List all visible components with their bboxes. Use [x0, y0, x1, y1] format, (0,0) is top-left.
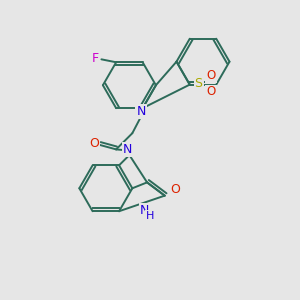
Text: N: N	[140, 204, 149, 217]
Text: O: O	[206, 69, 216, 82]
Text: N: N	[123, 142, 133, 156]
Text: S: S	[195, 76, 203, 90]
Text: O: O	[89, 137, 99, 150]
Text: F: F	[92, 52, 98, 65]
Text: O: O	[170, 183, 180, 196]
Text: N: N	[136, 105, 146, 118]
Text: H: H	[146, 211, 154, 220]
Text: O: O	[206, 85, 216, 98]
